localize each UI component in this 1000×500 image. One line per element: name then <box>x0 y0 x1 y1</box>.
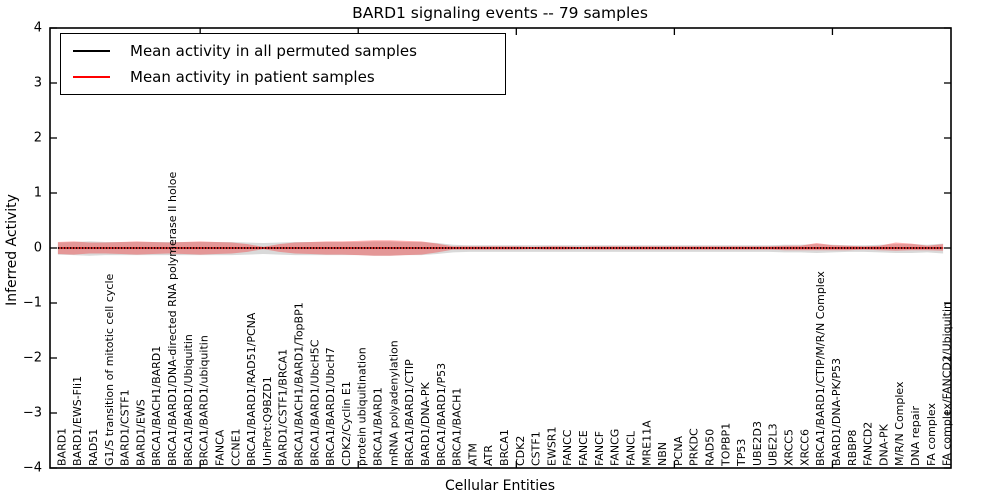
y-tick-label: −1 <box>23 296 42 311</box>
x-tick-label: CDK2 <box>514 436 527 466</box>
x-tick-label: CSTF1 <box>530 431 543 466</box>
x-tick-label: TOPBP1 <box>719 423 732 467</box>
x-tick-label: BRCA1/BARD1/UbcH5C <box>308 339 321 466</box>
y-tick-label: −4 <box>23 461 42 476</box>
x-tick-label: UBE2D3 <box>751 421 764 466</box>
x-tick-label: BARD1/EWS-Fli1 <box>71 376 84 466</box>
x-tick-label: BARD1/CSTF1/BRCA1 <box>277 349 290 466</box>
x-tick-label: EWSR1 <box>545 427 558 466</box>
x-tick-label: PCNA <box>672 435 685 466</box>
x-tick-label: TP53 <box>735 439 748 467</box>
x-tick-label: CCNE1 <box>229 428 242 466</box>
x-tick-label: FANCE <box>577 430 590 466</box>
x-tick-label: FANCC <box>561 429 574 466</box>
x-tick-label: mRNA polyadenylation <box>387 340 400 466</box>
x-tick-label: BRCA1/BARD1/P53 <box>435 363 448 466</box>
x-tick-label: DNA repair <box>909 405 922 466</box>
x-tick-label: BRCA1/BARD1/Ubiquitin <box>182 334 195 466</box>
y-tick-label: 1 <box>34 186 42 201</box>
x-tick-label: FANCF <box>593 431 606 466</box>
x-tick-label: RAD51 <box>87 429 100 466</box>
chart-title: BARD1 signaling events -- 79 samples <box>352 4 648 22</box>
x-tick-label: G1/S transition of mitotic cell cycle <box>103 273 116 466</box>
x-tick-label: XRCC6 <box>798 429 811 466</box>
x-tick-label: CDK2/Cyclin E1 <box>340 381 353 466</box>
legend-item-permuted: Mean activity in all permuted samples <box>73 38 493 64</box>
x-tick-label: FANCD2 <box>862 422 875 466</box>
x-tick-label: ATM <box>466 443 479 466</box>
x-tick-label: BRCA1/BACH1/BARD1/TopBP1 <box>293 302 306 466</box>
y-tick-label: 4 <box>34 21 42 36</box>
x-tick-label: UniProt:Q9BZD1 <box>261 376 274 466</box>
y-tick-label: −2 <box>23 351 42 366</box>
x-tick-label: FANCL <box>624 430 637 466</box>
x-tick-label: FANCG <box>609 429 622 466</box>
y-axis-label: Inferred Activity <box>4 194 20 306</box>
y-tick-label: −3 <box>23 406 42 421</box>
x-tick-label: BRCA1/BARD1/RAD51/PCNA <box>245 312 258 466</box>
x-tick-label: BRCA1 <box>498 429 511 466</box>
x-tick-label: NBN <box>656 442 669 466</box>
x-tick-label: DNA-PK <box>877 423 890 466</box>
x-tick-label: BRCA1/BARD1/UbcH7 <box>324 347 337 466</box>
legend-label-patient: Mean activity in patient samples <box>130 68 375 86</box>
x-tick-label: RBBP8 <box>846 430 859 466</box>
x-tick-label: M/R/N Complex <box>893 381 906 466</box>
patient-line-swatch <box>73 76 110 78</box>
x-tick-label: BRCA1/BARD1/CTIP <box>403 359 416 466</box>
x-axis-label: Cellular Entities <box>444 478 556 494</box>
y-tick-label: 2 <box>34 131 42 146</box>
x-tick-label: XRCC5 <box>783 429 796 466</box>
y-tick-label: 0 <box>34 241 42 256</box>
x-tick-label: FA complex <box>925 403 938 466</box>
y-tick-label: 3 <box>34 76 42 91</box>
x-tick-label: BRCA1/BARD1/CTIP/M/R/N Complex <box>814 271 827 466</box>
x-tick-label: BRCA1/BARD1/DNA-directed RNA polymerase … <box>166 172 179 466</box>
x-tick-label: BARD1/DNA-PK <box>419 382 432 466</box>
legend-item-patient: Mean activity in patient samples <box>73 64 493 90</box>
x-tick-label: MRE11A <box>640 420 653 466</box>
x-tick-label: BRCA1/BARD1 <box>372 387 385 466</box>
permuted-line-swatch <box>73 50 110 52</box>
x-tick-label: PRKDC <box>688 428 701 466</box>
x-tick-label: BARD1/DNA-PK/P53 <box>830 358 843 466</box>
legend-label-permuted: Mean activity in all permuted samples <box>130 42 417 60</box>
x-tick-label: BRCA1/BARD1/ubiquitin <box>198 335 211 466</box>
x-tick-label: BRCA1/BACH1 <box>451 388 464 466</box>
x-tick-label: BARD1 <box>55 428 68 466</box>
x-tick-label: BARD1/EWS <box>134 399 147 466</box>
x-tick-label: BRCA1/BACH1/BARD1 <box>150 346 163 466</box>
x-tick-label: BARD1/CSTF1 <box>119 389 132 466</box>
legend: Mean activity in all permuted samples Me… <box>60 33 506 95</box>
x-tick-label: RAD50 <box>703 429 716 466</box>
x-tick-label: ATR <box>482 445 495 466</box>
x-tick-label: protein ubiquitination <box>356 347 369 466</box>
x-tick-label: UBE2L3 <box>767 423 780 466</box>
x-tick-label: FANCA <box>213 429 226 466</box>
